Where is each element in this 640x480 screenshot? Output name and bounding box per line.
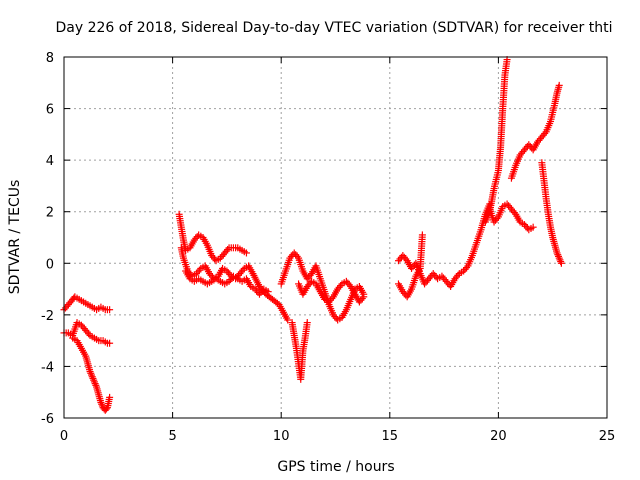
axis-ticks bbox=[63, 56, 608, 419]
data-point-track-i bbox=[328, 295, 336, 303]
x-axis-label: GPS time / hours bbox=[277, 459, 394, 475]
data-point-track-j bbox=[463, 264, 471, 272]
data-point-track-c bbox=[88, 373, 96, 381]
data-point-track-j bbox=[402, 255, 410, 263]
y-tick-label: -6 bbox=[41, 412, 54, 427]
x-tick-label: 20 bbox=[490, 429, 507, 444]
data-point-track-c bbox=[97, 399, 105, 407]
data-point-track-o bbox=[555, 254, 563, 262]
data-point-track-o bbox=[554, 251, 562, 259]
y-tick-label: 0 bbox=[46, 257, 54, 272]
data-point-track-g bbox=[303, 319, 311, 327]
data-point-track-c bbox=[92, 381, 100, 389]
data-point-track-h bbox=[293, 252, 301, 260]
grid bbox=[64, 57, 607, 418]
data-point-track-j bbox=[454, 271, 462, 279]
data-point-track-n bbox=[541, 129, 549, 137]
y-tick-label: 8 bbox=[46, 51, 54, 66]
data-point-track-k bbox=[418, 231, 426, 239]
data-point-track-m bbox=[529, 223, 537, 231]
y-tick-label: 6 bbox=[46, 103, 54, 118]
y-tick-label: -4 bbox=[41, 360, 54, 375]
data-point-track-h bbox=[306, 271, 314, 279]
data-point-track-b bbox=[85, 330, 93, 338]
data-point-track-d bbox=[224, 246, 232, 254]
y-axis-label: SDTVAR / TECUs bbox=[7, 180, 23, 295]
data-point-track-c bbox=[106, 393, 114, 401]
x-tick-label: 5 bbox=[168, 429, 176, 444]
data-point-track-e bbox=[284, 316, 292, 324]
data-point-track-c bbox=[91, 380, 99, 388]
data-point-track-o bbox=[554, 252, 562, 260]
data-point-track-i bbox=[337, 282, 345, 290]
y-tick-label: 2 bbox=[46, 206, 54, 221]
data-point-track-d bbox=[242, 249, 250, 257]
x-tick-label: 15 bbox=[382, 429, 399, 444]
chart-title: Day 226 of 2018, Sidereal Day-to-day VTE… bbox=[56, 20, 613, 36]
data-point-track-m bbox=[493, 215, 501, 223]
data-point-track-o bbox=[553, 249, 561, 257]
data-point-track-c bbox=[86, 368, 94, 376]
data-point-track-i bbox=[360, 293, 368, 301]
data-point-track-c bbox=[89, 374, 97, 382]
y-tick-label: 4 bbox=[46, 154, 54, 169]
data-point-track-c bbox=[90, 376, 98, 384]
data-point-track-e bbox=[239, 266, 247, 274]
x-tick-label: 0 bbox=[60, 429, 68, 444]
data-point-track-i bbox=[358, 295, 366, 303]
data-point-track-c bbox=[98, 400, 106, 408]
data-point-track-o bbox=[557, 259, 565, 267]
tick-labels: 0 5 10 15 20 25 -6 -4 -2 0 2 4 6 8 bbox=[41, 51, 615, 444]
data-point-track-c bbox=[102, 405, 110, 413]
data-point-track-c bbox=[90, 378, 98, 386]
plot-frame bbox=[63, 56, 608, 419]
x-tick-label: 25 bbox=[599, 429, 616, 444]
data-point-track-n bbox=[555, 81, 563, 89]
data-point-track-c bbox=[87, 369, 95, 377]
data-point-track-c bbox=[88, 371, 96, 379]
data-point-track-i bbox=[345, 281, 353, 289]
data-point-track-f bbox=[264, 288, 272, 296]
x-tick-label: 10 bbox=[273, 429, 290, 444]
data-point-track-e bbox=[195, 266, 203, 274]
data-point-track-b bbox=[106, 339, 114, 347]
y-tick-label: -2 bbox=[41, 309, 54, 324]
data-point-track-m bbox=[510, 209, 518, 217]
data-points bbox=[60, 56, 565, 414]
data-point-track-o bbox=[557, 258, 565, 266]
data-point-track-o bbox=[556, 256, 564, 264]
data-point-track-a bbox=[106, 306, 114, 314]
